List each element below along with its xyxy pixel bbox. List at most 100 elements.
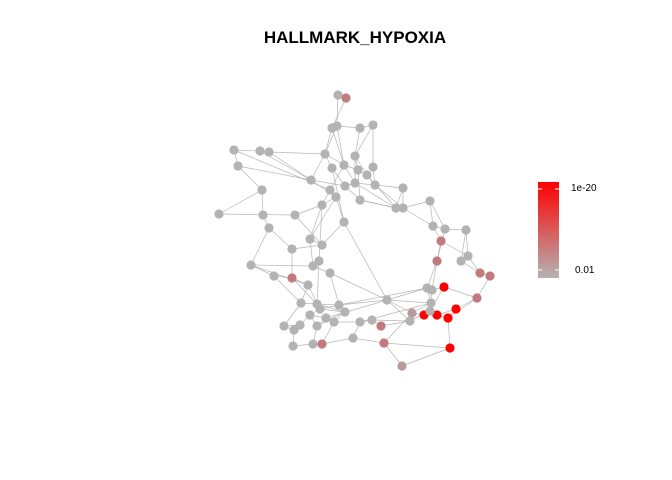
graph-node <box>379 338 389 348</box>
graph-node <box>382 295 392 305</box>
graph-node <box>485 271 495 281</box>
plot-title: HALLMARK_HYPOXIA <box>263 28 447 47</box>
graph-node <box>463 251 473 261</box>
graph-edge <box>440 240 469 257</box>
graph-node <box>355 317 365 327</box>
graph-edge <box>268 227 293 250</box>
graph-node <box>370 180 380 190</box>
graph-node <box>426 298 436 308</box>
graph-node <box>325 185 335 195</box>
graph-node <box>340 307 350 317</box>
graph-node <box>348 333 358 343</box>
graph-node-significant <box>443 313 453 323</box>
graph-node <box>296 298 306 308</box>
graph-node <box>334 300 344 310</box>
graph-node <box>362 170 372 180</box>
graph-edge <box>383 342 451 349</box>
graph-edge <box>447 317 451 349</box>
graph-node <box>317 240 327 250</box>
graph-edge <box>386 299 411 322</box>
graph-edge <box>426 260 438 289</box>
graph-node <box>255 146 265 156</box>
graph-edge <box>268 151 312 181</box>
graph-edge <box>329 272 388 301</box>
graph-edge <box>383 342 403 367</box>
graph-node <box>368 120 378 130</box>
graph-edge <box>380 320 411 327</box>
graph-node <box>258 210 268 220</box>
graph-node <box>405 316 415 326</box>
graph-edge <box>291 277 318 305</box>
graph-node <box>350 151 360 161</box>
graph-node <box>397 361 407 371</box>
graph-edge <box>294 204 323 216</box>
graph-node <box>315 304 325 314</box>
graph-edge <box>336 125 345 166</box>
graph-edge <box>268 151 326 155</box>
graph-edge <box>316 260 320 305</box>
graph-node <box>350 178 360 188</box>
graph-node <box>264 147 274 157</box>
graph-node <box>264 223 274 233</box>
graph-node <box>325 268 335 278</box>
graph-node <box>333 90 343 100</box>
graph-node <box>327 163 337 173</box>
graph-node <box>339 160 349 170</box>
graph-edge <box>237 165 312 181</box>
edges <box>218 94 491 367</box>
graph-node <box>287 273 297 283</box>
graph-node <box>290 210 300 220</box>
graph-node <box>427 285 437 295</box>
graph-node <box>355 123 365 133</box>
graph-edge <box>371 319 411 322</box>
graph-edge <box>447 297 478 319</box>
graph-edge <box>309 196 337 240</box>
graph-edge <box>329 164 345 191</box>
graph-node <box>391 203 401 213</box>
graph-edge <box>294 214 323 246</box>
legend-colorbar <box>538 182 559 278</box>
graph-edge <box>429 200 446 230</box>
graph-edge <box>352 337 385 344</box>
graph-node-significant <box>432 310 442 320</box>
graph-edge <box>354 124 374 157</box>
nodes <box>214 90 495 371</box>
graph-edge <box>233 149 331 191</box>
graph-edge <box>310 153 326 181</box>
graph-node <box>456 256 466 266</box>
graph-edge <box>374 184 404 189</box>
graph-node-significant <box>439 282 449 292</box>
graph-node <box>353 165 363 175</box>
graph-edge <box>321 221 345 246</box>
graph-node <box>355 195 365 205</box>
graph-edge <box>318 204 323 262</box>
graph-edge <box>273 275 302 304</box>
graph-node <box>472 293 482 303</box>
graph-node <box>312 321 322 331</box>
graph-node <box>317 339 327 349</box>
graph-node <box>279 321 289 331</box>
graph-edge <box>431 260 438 291</box>
graph-node <box>425 306 435 316</box>
graph-node-significant <box>445 343 455 353</box>
graph-node <box>376 321 386 331</box>
graph-edge <box>309 204 323 240</box>
graph-node <box>289 325 299 335</box>
graph-node <box>246 260 256 270</box>
graph-node <box>425 196 435 206</box>
graph-node <box>306 175 316 185</box>
graph-edge <box>250 227 270 266</box>
graph-edge <box>218 213 296 216</box>
graph-node <box>303 280 313 290</box>
graph-node <box>321 313 331 323</box>
graph-edge <box>336 94 339 127</box>
graph-node <box>398 183 408 193</box>
graph-node <box>428 221 438 231</box>
graph-edge <box>237 165 263 191</box>
graph-node <box>229 145 239 155</box>
graph-edge <box>443 286 478 299</box>
graph-node <box>308 261 318 271</box>
graph-node <box>308 339 318 349</box>
graph-node <box>339 217 349 227</box>
